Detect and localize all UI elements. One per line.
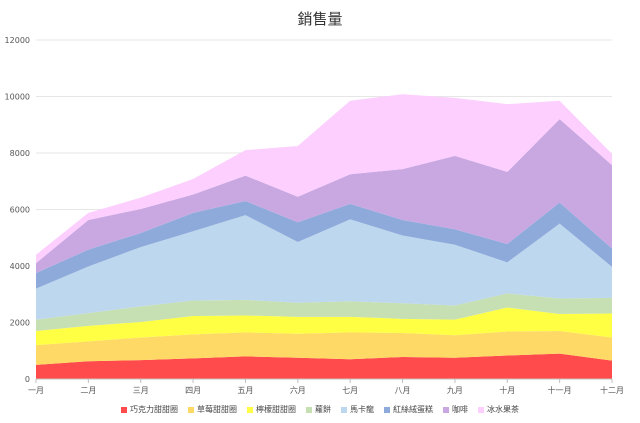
area-series-6: [36, 119, 612, 274]
legend-label: 紅絲絨蛋糕: [393, 405, 433, 414]
area-series-1: [36, 330, 612, 365]
x-tick-label: 二月: [80, 386, 96, 395]
x-tick-label: 九月: [447, 386, 463, 395]
y-tick-label: 8000: [10, 149, 30, 158]
legend: 巧克力甜甜圈 草莓甜甜圈 檸檬甜甜圈 蘿餅 馬卡龍 紅絲絨蛋糕 咖啡 冰水果茶: [0, 404, 640, 415]
legend-label: 草莓甜甜圈: [197, 405, 237, 414]
legend-item-0: 巧克力甜甜圈: [121, 404, 178, 415]
legend-swatch: [306, 406, 312, 413]
y-tick-label: 0: [25, 375, 30, 384]
x-tick-label: 十二月: [600, 385, 624, 395]
legend-item-2: 檸檬甜甜圈: [247, 404, 296, 415]
y-tick-label: 10000: [5, 93, 30, 102]
area-series-5: [36, 201, 612, 289]
legend-label: 馬卡龍: [350, 405, 374, 414]
legend-item-1: 草莓甜甜圈: [188, 404, 237, 415]
legend-swatch: [478, 406, 484, 413]
y-tick-label: 6000: [10, 206, 30, 215]
x-tick-label: 十一月: [548, 385, 572, 395]
area-series-0: [36, 353, 612, 379]
x-tick-label: 十月: [499, 385, 515, 395]
area-series-7: [36, 94, 612, 264]
legend-label: 蘿餅: [315, 405, 331, 414]
x-tick-label: 三月: [133, 386, 149, 395]
legend-swatch: [121, 406, 127, 413]
x-tick-label: 六月: [290, 385, 306, 395]
legend-swatch: [384, 406, 390, 413]
legend-item-4: 馬卡龍: [341, 404, 374, 415]
x-tick-label: 八月: [395, 386, 411, 395]
legend-item-3: 蘿餅: [306, 404, 331, 415]
area-series-2: [36, 307, 612, 346]
legend-label: 檸檬甜甜圈: [256, 405, 296, 414]
legend-swatch: [341, 406, 347, 413]
y-tick-label: 2000: [10, 319, 30, 328]
area-series-3: [36, 293, 612, 331]
legend-swatch: [247, 406, 253, 413]
x-tick-label: 五月: [237, 386, 253, 395]
legend-label: 咖啡: [452, 405, 468, 414]
legend-swatch: [443, 406, 449, 413]
x-tick-label: 四月: [185, 386, 201, 395]
y-tick-label: 4000: [10, 262, 30, 271]
x-tick-label: 一月: [28, 386, 44, 395]
y-tick-label: 12000: [5, 36, 30, 45]
legend-label: 巧克力甜甜圈: [130, 405, 178, 414]
legend-swatch: [188, 406, 194, 413]
legend-item-7: 冰水果茶: [478, 404, 519, 415]
chart-title: 銷售量: [297, 10, 343, 28]
legend-item-6: 咖啡: [443, 404, 468, 415]
x-tick-label: 七月: [342, 386, 358, 395]
legend-label: 冰水果茶: [487, 405, 519, 414]
area-series-4: [36, 215, 612, 320]
legend-item-5: 紅絲絨蛋糕: [384, 404, 433, 415]
